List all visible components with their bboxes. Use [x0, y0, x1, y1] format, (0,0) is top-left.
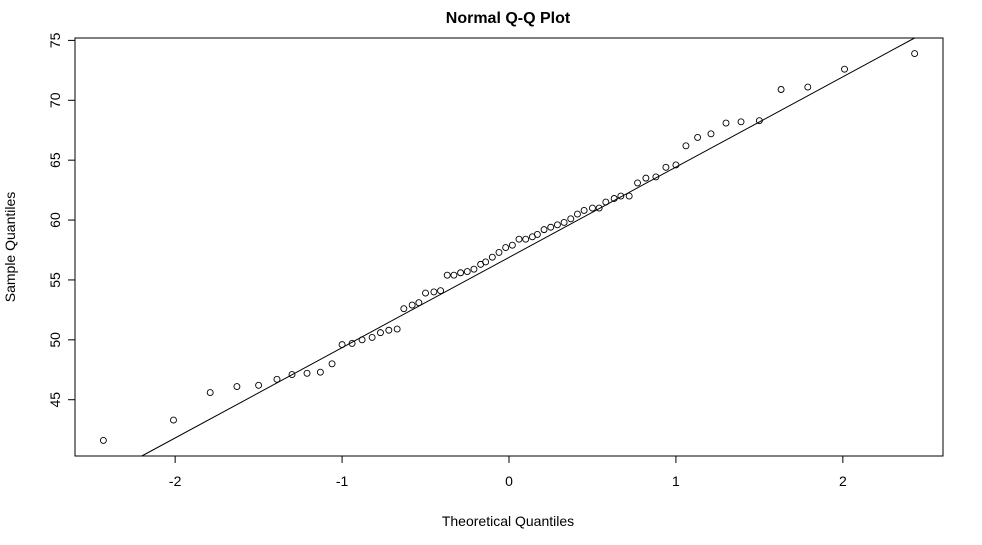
data-point [385, 326, 393, 334]
data-point [430, 288, 438, 296]
data-point [642, 174, 650, 182]
data-point [316, 368, 324, 376]
data-point [610, 195, 618, 202]
x-tick-label: 1 [672, 473, 680, 489]
data-point [233, 383, 241, 390]
data-point [515, 235, 523, 243]
x-tick-label: 0 [505, 473, 513, 489]
data-point [553, 221, 561, 229]
y-tick-label: 70 [47, 92, 63, 108]
data-point [841, 65, 848, 73]
data-point [470, 265, 478, 273]
data-point [328, 360, 336, 368]
data-point [273, 375, 281, 383]
data-point [206, 389, 214, 396]
data-point [804, 83, 812, 91]
data-point [662, 163, 670, 171]
data-point [617, 192, 625, 200]
data-point [482, 258, 490, 266]
data-point [358, 336, 366, 344]
data-point [602, 198, 610, 206]
y-tick-label: 65 [47, 152, 63, 168]
y-tick-label: 60 [47, 212, 63, 228]
data-point [377, 329, 384, 337]
y-tick-label: 75 [47, 32, 63, 48]
data-point [495, 248, 503, 256]
y-tick-label: 45 [47, 392, 63, 408]
data-point [589, 204, 596, 212]
data-point [560, 218, 568, 226]
data-point [303, 369, 311, 377]
qq-reference-line [141, 37, 915, 457]
data-point [422, 289, 429, 297]
data-point [777, 86, 785, 93]
data-point [707, 130, 715, 138]
data-point [348, 339, 356, 347]
data-point [547, 223, 555, 231]
data-point [415, 299, 423, 307]
data-point [755, 117, 763, 125]
data-point [255, 381, 263, 389]
y-axis: 45 50 55 60 65 70 75 [47, 32, 76, 408]
data-point [567, 215, 575, 223]
y-axis-label: Sample Quantiles [2, 192, 18, 303]
data-point [99, 436, 107, 444]
points-layer [99, 50, 919, 444]
data-point [573, 210, 581, 218]
data-point [463, 268, 471, 276]
data-point [437, 287, 445, 295]
data-point [393, 325, 401, 333]
data-point [634, 179, 641, 187]
data-point [911, 50, 919, 58]
data-point [288, 371, 296, 379]
x-axis-label: Theoretical Quantiles [442, 513, 574, 529]
data-point [652, 173, 660, 181]
data-point [522, 235, 530, 243]
data-point [457, 269, 465, 277]
data-point [170, 416, 177, 424]
data-point [488, 253, 496, 261]
data-point [694, 133, 702, 141]
data-point [533, 230, 541, 238]
chart-title: Normal Q-Q Plot [446, 10, 571, 27]
y-tick-label: 50 [47, 332, 63, 348]
reference-line-layer [141, 37, 915, 457]
data-point [540, 226, 548, 234]
data-point [368, 333, 376, 341]
data-point [338, 341, 346, 349]
x-axis: -2 -1 0 1 2 [169, 455, 847, 489]
data-point [580, 207, 588, 214]
x-tick-label: -1 [336, 473, 349, 489]
data-point [400, 305, 408, 313]
data-point [450, 271, 458, 279]
data-point [508, 241, 516, 249]
data-point [682, 142, 690, 150]
data-point [625, 192, 633, 200]
data-point [408, 301, 416, 309]
x-tick-label: -2 [169, 473, 182, 489]
data-point [737, 118, 745, 126]
data-point [722, 119, 730, 127]
y-tick-label: 55 [47, 272, 63, 288]
data-point [502, 244, 510, 252]
data-point [595, 204, 603, 212]
data-point [672, 161, 680, 169]
data-point [443, 271, 451, 279]
x-tick-label: 2 [839, 473, 847, 489]
